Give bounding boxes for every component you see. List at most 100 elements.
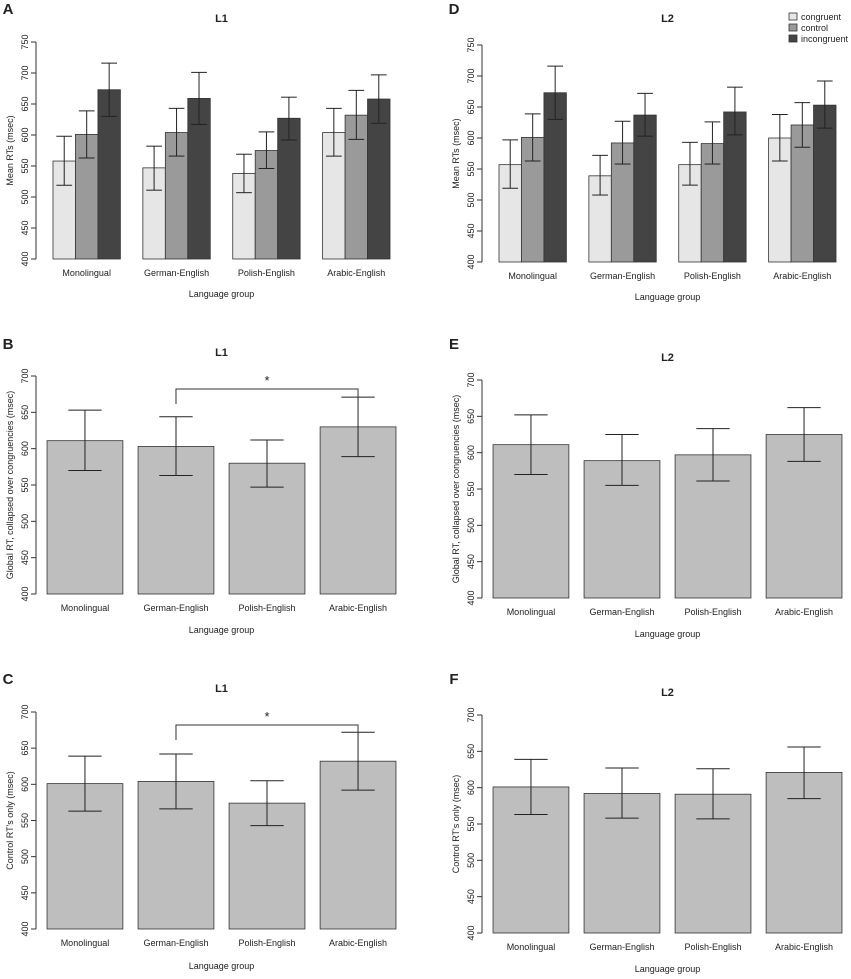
y-tick-label: 700	[466, 372, 476, 387]
y-tick-label: 400	[466, 925, 476, 940]
x-tick-label: Arabic-English	[775, 607, 833, 617]
y-tick-label: 450	[20, 550, 30, 565]
y-tick-label: 750	[466, 37, 476, 52]
panel-letter: E	[449, 336, 459, 353]
legend-swatch-control	[788, 23, 798, 32]
y-tick-label: 450	[466, 223, 476, 238]
significance-star: *	[264, 709, 269, 724]
x-tick-label: Monolingual	[507, 607, 556, 617]
y-tick-label: 650	[466, 99, 476, 114]
panel-title: L1	[215, 347, 228, 359]
panel-letter: F	[449, 671, 458, 688]
x-tick-label: Arabic-English	[329, 938, 387, 948]
panel-f: F L2 400 450 500 550 600 650 700 Control RT's onl…	[449, 671, 843, 974]
y-tick-label: 600	[20, 777, 30, 792]
y-axis-title: Global RT, collapsed over congruencies (…	[5, 391, 15, 579]
panel-d: D L2 400 450 500 550 600 650 700 750 Mean RTs (mse…	[449, 1, 849, 302]
y-tick-label: 550	[20, 477, 30, 492]
y-tick-label: 650	[466, 744, 476, 759]
bar	[765, 772, 843, 934]
panel-b: B L1 400 450 500 550 600 650 700 Global RT, colla…	[3, 336, 397, 635]
y-tick-label: 400	[20, 921, 30, 936]
x-tick-label: Polish-English	[238, 268, 295, 278]
y-tick-label: 700	[20, 368, 30, 383]
y-tick-label: 550	[466, 816, 476, 831]
significance-star: *	[264, 373, 269, 388]
x-tick-label: Arabic-English	[329, 603, 387, 613]
legend-label-congruent: congruent	[801, 12, 842, 22]
y-tick-label: 450	[20, 885, 30, 900]
panel-title: L2	[661, 13, 674, 25]
y-tick-label: 550	[466, 161, 476, 176]
y-axis-title: Mean RTs (msec)	[5, 115, 15, 185]
y-tick-label: 400	[466, 254, 476, 269]
x-tick-label: German-English	[589, 607, 654, 617]
x-tick-label: Monolingual	[507, 942, 556, 952]
y-tick-label: 500	[20, 514, 30, 529]
y-tick-label: 600	[466, 130, 476, 145]
y-tick-label: 400	[466, 590, 476, 605]
y-tick-label: 650	[466, 409, 476, 424]
y-tick-label: 700	[466, 68, 476, 83]
panel-a: A L1 400 450 500 550 600 650 700 750 Mean RTs (mse…	[3, 1, 391, 299]
x-tick-label: Polish-English	[684, 607, 741, 617]
x-tick-label: Arabic-English	[775, 942, 833, 952]
y-axis-title: Control RT's only (msec)	[5, 771, 15, 870]
x-axis-title: Language group	[189, 625, 255, 635]
y-tick-label: 650	[20, 741, 30, 756]
y-tick-label: 500	[20, 189, 30, 204]
y-tick-label: 750	[20, 34, 30, 49]
y-tick-label: 550	[466, 481, 476, 496]
x-axis-title: Language group	[189, 961, 255, 971]
x-tick-label: Monolingual	[508, 271, 557, 281]
x-tick-label: German-English	[590, 271, 655, 281]
y-tick-label: 700	[466, 707, 476, 722]
x-tick-label: Monolingual	[61, 603, 110, 613]
x-tick-label: Polish-English	[238, 938, 295, 948]
y-tick-label: 550	[20, 158, 30, 173]
y-tick-label: 600	[466, 780, 476, 795]
y-tick-label: 550	[20, 813, 30, 828]
panel-title: L1	[215, 13, 228, 25]
x-axis-title: Language group	[635, 629, 701, 639]
x-tick-label: Arabic-English	[327, 268, 385, 278]
significance-bracket	[175, 724, 359, 740]
panel-title: L2	[661, 687, 674, 699]
y-tick-label: 450	[466, 889, 476, 904]
y-axis-title: Mean RTs (msec)	[451, 118, 461, 188]
panel-e: E L2 400 450 500 550 600 650 700 Global RT, colla…	[449, 336, 843, 639]
y-axis-title: Global RT, collapsed over congruencies (…	[451, 395, 461, 583]
panel-title: L1	[215, 683, 228, 695]
y-tick-label: 400	[20, 251, 30, 266]
y-tick-label: 650	[20, 405, 30, 420]
y-tick-label: 450	[20, 220, 30, 235]
panel-letter: D	[449, 1, 460, 18]
y-tick-label: 700	[20, 704, 30, 719]
x-axis-title: Language group	[635, 964, 701, 974]
x-axis-title: Language group	[189, 289, 255, 299]
x-tick-label: German-English	[143, 938, 208, 948]
y-tick-label: 650	[20, 96, 30, 111]
x-tick-label: Polish-English	[684, 271, 741, 281]
bar-incongruent	[633, 114, 657, 263]
x-axis-title: Language group	[635, 292, 701, 302]
y-tick-label: 500	[466, 853, 476, 868]
legend-swatch-incongruent	[788, 34, 798, 43]
panel-title: L2	[661, 352, 674, 364]
legend-label-control: control	[801, 23, 828, 33]
y-tick-label: 400	[20, 586, 30, 601]
x-tick-label: German-English	[143, 603, 208, 613]
x-tick-label: Polish-English	[684, 942, 741, 952]
y-tick-label: 600	[20, 441, 30, 456]
y-tick-label: 450	[466, 554, 476, 569]
significance-bracket	[175, 388, 359, 404]
y-tick-label: 600	[466, 445, 476, 460]
panel-c: C L1 400 450 500 550 600 650 700 Control RT's onl…	[3, 671, 397, 971]
legend-swatch-congruent	[788, 12, 798, 21]
x-tick-label: German-English	[589, 942, 654, 952]
x-tick-label: Monolingual	[62, 268, 111, 278]
y-tick-label: 700	[20, 65, 30, 80]
y-tick-label: 600	[20, 127, 30, 142]
